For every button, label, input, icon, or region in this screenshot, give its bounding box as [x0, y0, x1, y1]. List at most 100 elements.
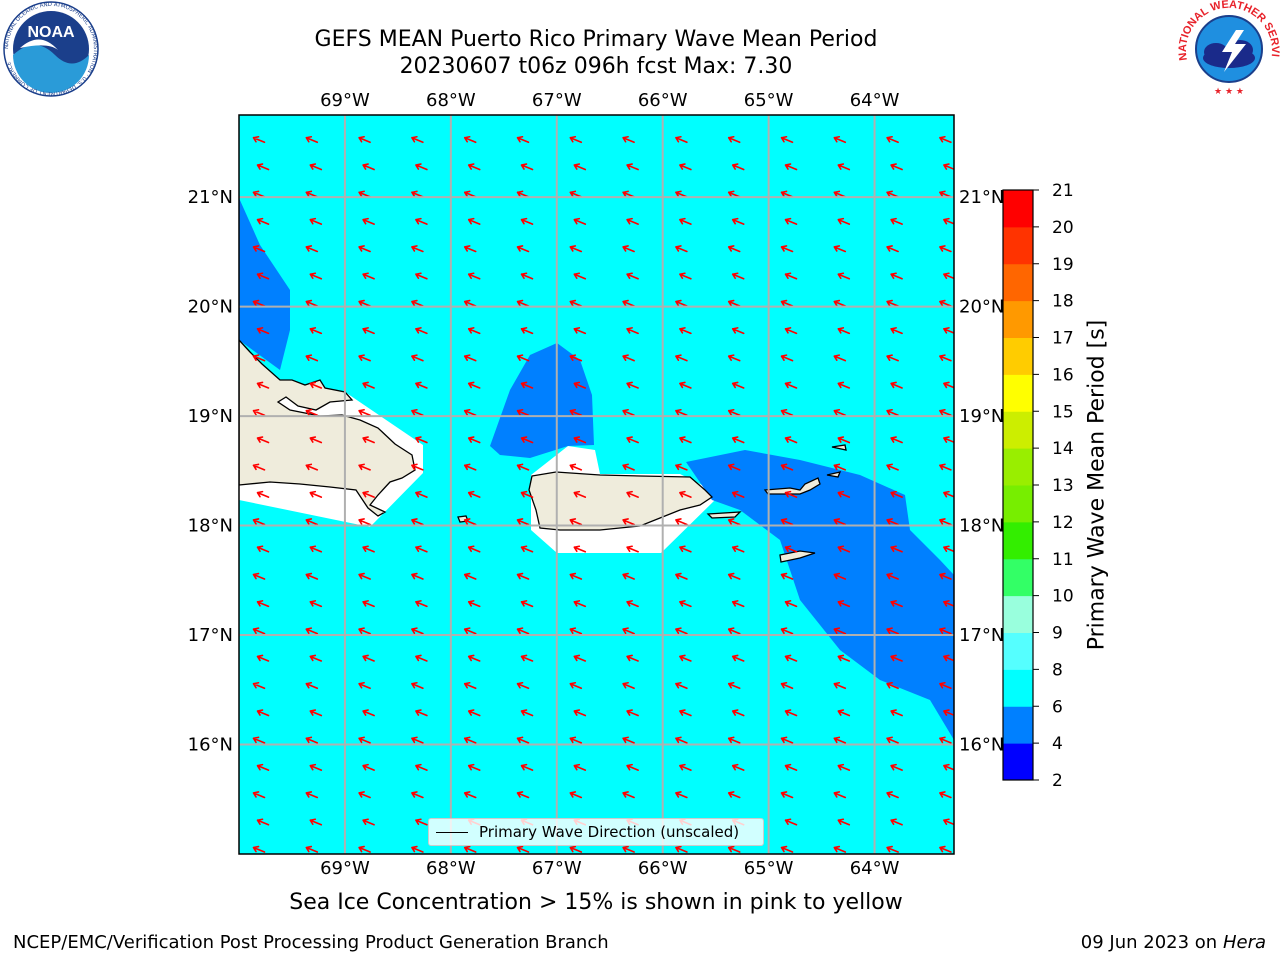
wave-arrow — [784, 709, 798, 717]
wave-arrow — [309, 600, 323, 608]
wave-arrow — [411, 572, 424, 580]
wave-arrow — [939, 518, 952, 526]
wave-arrow — [411, 299, 424, 307]
wave-arrow — [890, 763, 903, 771]
colorbar-tick-label: 15 — [1052, 402, 1074, 422]
wave-arrow — [622, 627, 635, 635]
wave-arrow — [573, 600, 587, 608]
wave-arrow — [256, 381, 270, 389]
wave-arrow — [516, 736, 530, 744]
sea-ice-note: Sea Ice Concentration > 15% is shown in … — [289, 890, 903, 915]
map-frame — [238, 114, 955, 855]
wave-arrow — [516, 245, 530, 253]
wave-arrow — [362, 763, 375, 771]
wave-arrow — [833, 135, 847, 144]
wave-arrow — [252, 518, 266, 526]
wave-arrow — [833, 845, 847, 853]
wave-arrow — [358, 408, 371, 417]
wave-arrow — [675, 845, 688, 853]
wave-arrow — [309, 381, 323, 389]
wave-arrow — [569, 681, 583, 690]
wave-arrow — [622, 681, 635, 690]
wave-arrow — [780, 572, 794, 580]
lon-tick-label: 65°W — [744, 858, 794, 879]
wave-arrow — [890, 490, 903, 498]
map-legend: Primary Wave Direction (unscaled) — [428, 818, 764, 846]
wave-arrow — [415, 272, 428, 280]
colorbar-segment — [1003, 411, 1033, 449]
lat-tick-labels-right: 21°N 20°N 19°N 18°N 17°N 16°N — [959, 187, 1004, 755]
wave-arrow — [362, 490, 375, 498]
wave-arrow — [675, 518, 688, 526]
wave-arrow — [675, 245, 688, 253]
wave-arrow — [256, 272, 270, 280]
wave-arrow — [780, 791, 794, 799]
wave-arrow — [731, 490, 745, 498]
wave-arrow — [780, 463, 794, 471]
wave-arrow — [358, 354, 371, 362]
wave-arrow — [780, 135, 794, 144]
wave-arrow — [727, 408, 741, 417]
wave-arrow — [411, 463, 424, 471]
wave-arrow — [569, 736, 583, 744]
wave-arrow — [727, 572, 741, 580]
lat-tick-label: 17°N — [188, 625, 233, 646]
wave-arrow — [516, 518, 530, 526]
wave-arrow — [833, 518, 847, 526]
lat-tick-labels-left: 21°N 20°N 19°N 18°N 17°N 16°N — [188, 187, 233, 755]
lon-tick-label: 66°W — [638, 858, 688, 879]
wave-arrow — [939, 681, 952, 690]
wave-arrow — [939, 791, 952, 799]
wave-arrow — [305, 791, 319, 799]
wave-arrow — [309, 436, 323, 444]
colorbar — [1002, 189, 1034, 781]
wave-arrow — [939, 135, 952, 144]
wave-arrow — [784, 272, 798, 280]
wave-arrow — [784, 763, 798, 771]
wave-arrow — [411, 736, 424, 744]
footer-credit: NCEP/EMC/Verification Post Processing Pr… — [13, 932, 609, 953]
wave-arrow — [520, 436, 534, 444]
wave-arrow — [516, 627, 530, 635]
wave-arrow — [569, 518, 583, 526]
lat-tick-label: 21°N — [959, 187, 1004, 208]
wave-arrow — [256, 763, 270, 771]
wave-arrow — [309, 818, 323, 826]
wave-arrow — [569, 463, 583, 471]
wave-arrow — [573, 545, 587, 553]
wave-arrow — [305, 245, 319, 253]
wave-arrow — [463, 736, 477, 744]
wave-arrow — [731, 381, 745, 389]
wave-arrow — [886, 518, 899, 526]
wave-arrow — [516, 354, 530, 362]
colorbar-tick-label: 8 — [1052, 660, 1063, 680]
svg-text:NOAA: NOAA — [27, 24, 75, 41]
wave-arrow — [252, 791, 266, 799]
wave-arrow — [943, 436, 954, 444]
wave-arrow — [309, 763, 323, 771]
wave-arrow — [622, 408, 635, 417]
wave-arrow — [731, 217, 745, 225]
colorbar-tick-label: 21 — [1052, 181, 1074, 201]
wave-arrow — [679, 490, 692, 498]
wave-arrow — [833, 354, 847, 362]
wave-arrow — [675, 572, 688, 580]
wave-arrow — [622, 245, 635, 253]
colorbar-segment — [1003, 485, 1033, 523]
colorbar-tick-label: 14 — [1052, 439, 1074, 459]
colorbar-segment — [1003, 706, 1033, 744]
wave-arrow — [463, 627, 477, 635]
wave-arrow — [463, 245, 477, 253]
wave-arrow — [890, 381, 903, 389]
wave-arrow — [780, 190, 794, 198]
lat-tick-label: 16°N — [188, 735, 233, 756]
wave-arrow — [516, 791, 530, 799]
wave-arrow — [362, 818, 375, 826]
footer-date: 09 Jun 2023 on Hera — [1081, 932, 1266, 953]
wave-arrow — [569, 190, 583, 198]
wave-arrow — [411, 135, 424, 144]
wave-arrow — [573, 381, 587, 389]
lon-tick-label: 67°W — [532, 858, 582, 879]
wave-arrow — [573, 327, 587, 335]
wave-arrow — [358, 463, 371, 471]
